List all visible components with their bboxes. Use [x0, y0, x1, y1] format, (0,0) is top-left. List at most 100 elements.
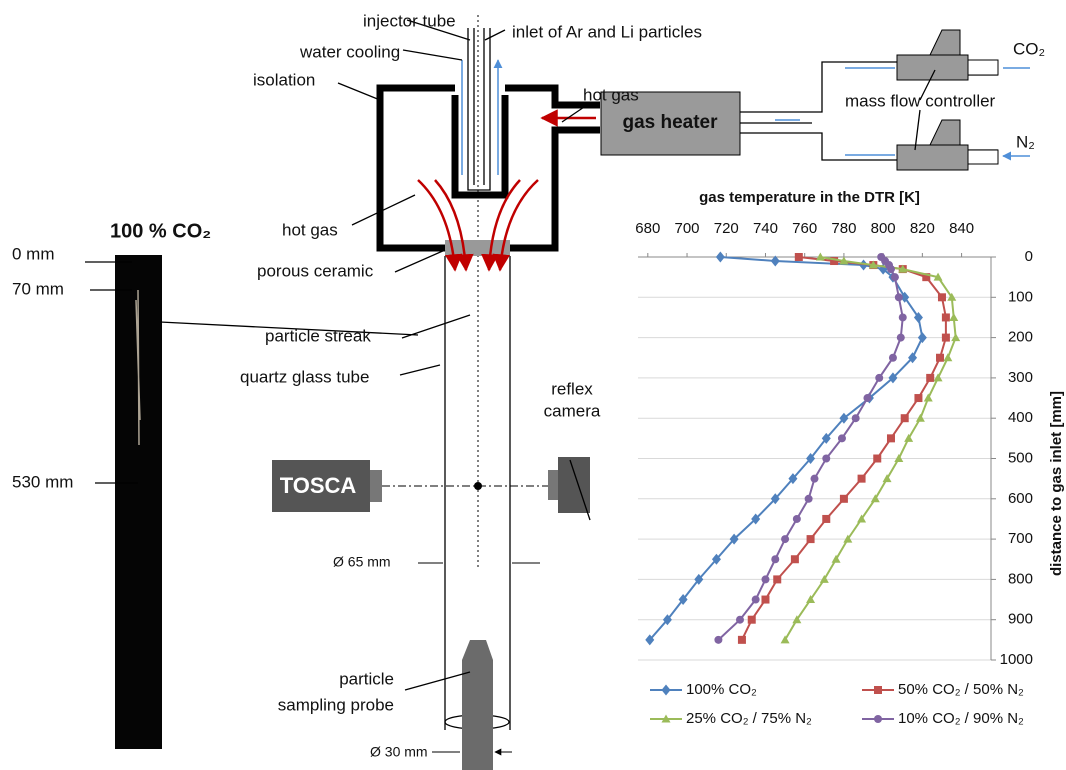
image-label: 0 mm — [12, 244, 55, 263]
label: sampling probe — [278, 695, 394, 714]
injector-tube — [468, 28, 490, 190]
distance-tick-label: 600 — [1008, 490, 1033, 507]
data-point — [936, 354, 944, 362]
series-line — [785, 257, 956, 640]
temperature-tick-label: 780 — [831, 220, 856, 237]
temperature-tick-label: 800 — [871, 220, 896, 237]
temperature-tick-label: 760 — [792, 220, 817, 237]
distance-tick-label: 300 — [1008, 369, 1033, 386]
data-point — [873, 455, 881, 463]
label: mass flow controller — [845, 91, 996, 110]
legend-marker — [874, 686, 882, 694]
distance-tick-label: 500 — [1008, 449, 1033, 466]
data-point — [949, 313, 958, 321]
data-point — [807, 535, 815, 543]
data-point — [901, 414, 909, 422]
temperature-tick-label: 740 — [753, 220, 778, 237]
image-label: 70 mm — [12, 279, 64, 298]
label: hot gas — [282, 220, 338, 239]
data-point — [938, 293, 946, 301]
data-point — [716, 252, 725, 263]
data-point — [942, 334, 950, 342]
pipe-end — [968, 60, 998, 75]
data-point — [883, 474, 892, 482]
data-point — [904, 434, 913, 442]
pipe-end — [968, 150, 998, 164]
image-title: 100 % CO₂ — [110, 220, 211, 242]
distance-axis-title: distance to gas inlet [mm] — [1048, 391, 1065, 576]
label: reflex — [551, 379, 593, 398]
label: particle — [339, 669, 394, 688]
data-point — [738, 636, 746, 644]
data-point — [752, 596, 760, 604]
data-point — [897, 334, 905, 342]
label: Ø 65 mm — [333, 554, 391, 570]
tosca-label: TOSCA — [280, 473, 357, 498]
data-point — [889, 354, 897, 362]
data-point — [875, 374, 883, 382]
tosca-lens — [370, 470, 382, 502]
legend-marker — [662, 685, 671, 696]
data-point — [891, 273, 899, 281]
label: isolation — [253, 70, 315, 89]
label: Ø 30 mm — [370, 744, 428, 760]
legend-label: 100% CO₂ — [686, 681, 757, 698]
temperature-tick-label: 820 — [910, 220, 935, 237]
temperature-axis-title: gas temperature in the DTR [K] — [699, 189, 920, 206]
data-point — [822, 515, 830, 523]
distance-tick-label: 900 — [1008, 611, 1033, 628]
series-line — [718, 257, 902, 640]
data-point — [781, 535, 789, 543]
chart: 0 100 200 300 400 500 600 700 800 900 1000 680 700 72… — [635, 189, 1065, 727]
temperature-tick-label: 680 — [635, 220, 660, 237]
temperature-tick-label: 700 — [675, 220, 700, 237]
data-point — [771, 555, 779, 563]
distance-tick-label: 800 — [1008, 570, 1033, 587]
figure: 100 % CO₂ 0 mm 70 mm 530 mm gas heater T… — [0, 0, 1066, 770]
distance-tick-label: 700 — [1008, 530, 1033, 547]
series-line — [650, 257, 923, 640]
data-point — [942, 313, 950, 321]
data-point — [748, 616, 756, 624]
data-point — [914, 394, 922, 402]
distance-tick-label: 1000 — [1000, 651, 1033, 668]
data-point — [838, 434, 846, 442]
data-point — [761, 596, 769, 604]
distance-tick-label: 400 — [1008, 409, 1033, 426]
data-point — [781, 635, 790, 643]
data-point — [793, 515, 801, 523]
distance-tick-label: 0 — [1025, 248, 1033, 265]
label: quartz glass tube — [240, 367, 369, 386]
gas-heater-label: gas heater — [622, 112, 718, 133]
data-point — [887, 434, 895, 442]
sampling-probe — [462, 640, 493, 770]
distance-tick-label: 100 — [1008, 288, 1033, 305]
label: N₂ — [1016, 132, 1035, 151]
image-label: 530 mm — [12, 472, 73, 491]
data-point — [943, 353, 952, 361]
reflex-lens — [548, 470, 558, 500]
data-point — [811, 475, 819, 483]
data-point — [795, 253, 803, 261]
data-point — [918, 332, 927, 343]
legend-label: 50% CO₂ / 50% N₂ — [898, 681, 1024, 698]
leaders — [160, 20, 935, 690]
data-point — [791, 555, 799, 563]
data-point — [895, 293, 903, 301]
porous-ceramic — [445, 240, 510, 256]
data-point — [736, 616, 744, 624]
temperature-tick-label: 840 — [949, 220, 974, 237]
data-point — [714, 636, 722, 644]
label: particle streak — [265, 326, 371, 345]
data-point — [773, 575, 781, 583]
legend-label: 25% CO₂ / 75% N₂ — [686, 710, 812, 727]
measurement-point — [474, 482, 482, 490]
label: CO₂ — [1013, 39, 1045, 58]
distance-tick-label: 200 — [1008, 329, 1033, 346]
legend-label: 10% CO₂ / 90% N₂ — [898, 710, 1024, 727]
data-point — [805, 495, 813, 503]
temperature-tick-label: 720 — [714, 220, 739, 237]
label: camera — [544, 401, 601, 420]
label: water cooling — [299, 42, 400, 61]
data-point — [832, 555, 841, 563]
